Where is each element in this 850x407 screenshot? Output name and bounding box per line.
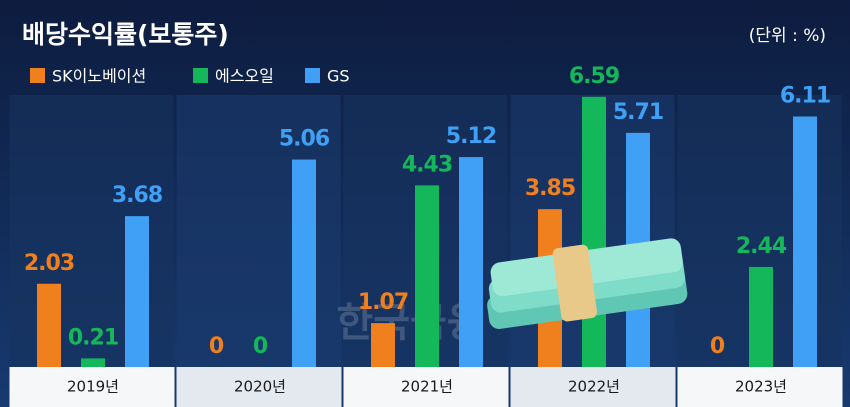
x-tick-label: 2022년 (568, 378, 620, 396)
band (552, 244, 598, 322)
data-label: 0 (710, 334, 725, 359)
bar (749, 266, 773, 367)
x-axis-band (176, 367, 342, 407)
bar (582, 96, 606, 367)
bar (459, 157, 483, 367)
unit-label: (단위 : %) (749, 26, 826, 46)
bar (793, 116, 817, 368)
data-label: 0 (253, 334, 268, 359)
bar (292, 159, 316, 367)
bar (415, 185, 439, 367)
data-label: 4.43 (402, 152, 452, 177)
legend-swatch (193, 68, 208, 83)
data-label: 5.06 (279, 127, 330, 152)
legend-label: SK이노베이션 (52, 67, 146, 86)
bar (37, 283, 61, 367)
x-axis-band (677, 367, 843, 407)
x-tick-label: 2020년 (234, 378, 286, 396)
legend-swatch (30, 68, 45, 83)
data-label: 0.21 (68, 325, 118, 350)
legend-label: GS (327, 67, 350, 86)
x-axis-band (510, 367, 676, 407)
data-label: 5.12 (446, 124, 496, 149)
data-label: 5.71 (613, 100, 663, 125)
bar (125, 216, 149, 367)
data-label: 0 (209, 334, 224, 359)
money-illustration (487, 238, 688, 329)
x-tick-label: 2019년 (67, 378, 119, 396)
x-axis-band (343, 367, 509, 407)
chart-title: 배당수익률(보통주) (22, 20, 229, 49)
legend-swatch (305, 68, 320, 83)
data-label: 2.44 (736, 234, 787, 259)
data-label: 3.85 (525, 176, 575, 201)
data-label: 2.03 (24, 251, 74, 276)
x-axis-band (9, 367, 175, 407)
bar (371, 323, 395, 367)
data-label: 6.11 (780, 83, 830, 108)
data-label: 3.68 (112, 183, 162, 208)
data-label: 1.07 (358, 290, 408, 315)
x-tick-label: 2023년 (735, 378, 787, 396)
bar (81, 358, 105, 367)
x-tick-label: 2021년 (401, 378, 453, 396)
data-label: 6.59 (569, 64, 619, 89)
legend-label: 에스오일 (215, 67, 274, 86)
